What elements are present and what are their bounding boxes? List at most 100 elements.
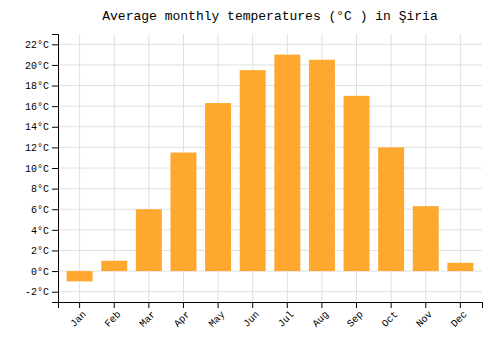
tick-mark (52, 65, 58, 66)
tick: Apr (172, 302, 193, 330)
tick-mark (52, 86, 58, 87)
tick-label: Jun (241, 309, 262, 330)
tick: 4°C (31, 226, 58, 237)
grid-line (58, 85, 482, 86)
tick-label: 22°C (25, 40, 49, 51)
bar (170, 153, 196, 272)
tick-label: -2°C (25, 287, 49, 298)
bar (205, 103, 231, 271)
plot-area: -2°C 0°C 2°C 4°C 6°C 8°C 10°C 12°C 14°C 16°C 18°C 2… (25, 34, 483, 330)
grid-line (460, 34, 461, 302)
tick: Mar (138, 302, 159, 330)
tick: May (207, 302, 228, 330)
tick-label: 18°C (25, 81, 49, 92)
tick-mark (52, 127, 58, 128)
tick: 0°C (31, 267, 58, 278)
grid-line (58, 188, 482, 189)
tick-label: May (207, 309, 228, 330)
tick-label: 10°C (25, 164, 49, 175)
bar (101, 261, 127, 271)
tick-mark (460, 302, 461, 308)
tick: -2°C (25, 287, 58, 298)
tick-label: 8°C (31, 184, 49, 195)
axis-line (52, 35, 59, 303)
tick: 14°C (25, 122, 58, 133)
grid-line (58, 64, 482, 65)
bar (447, 263, 473, 271)
tick: 2°C (31, 246, 58, 257)
tick-label: Mar (138, 309, 159, 330)
tick: Aug (311, 302, 332, 330)
tick-mark (52, 147, 58, 148)
chart: -2°C 0°C 2°C 4°C 6°C 8°C 10°C 12°C 14°C 16°C 18°C 2… (0, 0, 500, 350)
grid-line (79, 34, 80, 302)
tick: Oct (380, 302, 401, 330)
tick: 18°C (25, 81, 58, 92)
tick-mark (391, 302, 392, 308)
tick-label: 4°C (31, 226, 49, 237)
tick-label: Dec (449, 309, 470, 330)
grid-line (58, 168, 482, 169)
tick-mark (52, 209, 58, 210)
tick: Dec (449, 302, 470, 330)
tick-mark (356, 302, 357, 308)
title: Average monthly temperatures (°C ) in Şi… (102, 9, 438, 24)
tick-label: Aug (311, 309, 332, 330)
tick-label: 16°C (25, 102, 49, 113)
tick-label: Sep (345, 309, 366, 330)
tick: 10°C (25, 164, 58, 175)
tick-label: Jan (68, 309, 89, 330)
tick-mark (52, 189, 58, 190)
grid-line (58, 126, 482, 127)
grid-line (58, 147, 482, 148)
tick: 8°C (31, 184, 58, 195)
tick-mark (52, 106, 58, 107)
tick-mark (287, 302, 288, 308)
grid-line (58, 106, 482, 107)
bar (309, 60, 335, 271)
x-axis: Jan Feb Mar Apr May Jun Jul Aug Sep Oct Nov Dec (59, 302, 483, 330)
tick-mark (252, 302, 253, 308)
tick: 16°C (25, 102, 58, 113)
bar (344, 96, 370, 271)
tick-label: 6°C (31, 205, 49, 216)
tick: 20°C (25, 61, 58, 72)
tick: Feb (103, 302, 124, 330)
tick-mark (183, 302, 184, 308)
axis-line (59, 303, 483, 309)
tick: Jul (276, 302, 297, 330)
tick-label: Apr (172, 309, 193, 330)
tick: 6°C (31, 205, 58, 216)
tick-mark (114, 302, 115, 308)
tick-mark (321, 302, 322, 308)
bar (136, 209, 162, 271)
tick-label: Nov (414, 309, 435, 330)
tick-label: 14°C (25, 122, 49, 133)
tick: 22°C (25, 40, 58, 51)
tick: Jun (241, 302, 262, 330)
tick-mark (52, 230, 58, 231)
tick-label: 2°C (31, 246, 49, 257)
grid-line (58, 44, 482, 45)
bar (274, 55, 300, 271)
tick-mark (52, 44, 58, 45)
bar (67, 271, 93, 281)
tick-label: 20°C (25, 61, 49, 72)
tick-mark (52, 271, 58, 272)
tick-mark (79, 302, 80, 308)
tick: Jan (68, 302, 89, 330)
bars (67, 55, 474, 282)
tick-label: 12°C (25, 143, 49, 154)
grid (58, 34, 482, 302)
tick: Sep (345, 302, 366, 330)
tick-label: 0°C (31, 267, 49, 278)
bar (378, 147, 404, 271)
tick-mark (52, 168, 58, 169)
tick-label: Oct (380, 309, 401, 330)
tick: 12°C (25, 143, 58, 154)
bar (240, 70, 266, 271)
tick-mark (148, 302, 149, 308)
bar (413, 206, 439, 271)
tick-mark (218, 302, 219, 308)
y-axis: -2°C 0°C 2°C 4°C 6°C 8°C 10°C 12°C 14°C 16°C 18°C 2… (25, 35, 59, 303)
